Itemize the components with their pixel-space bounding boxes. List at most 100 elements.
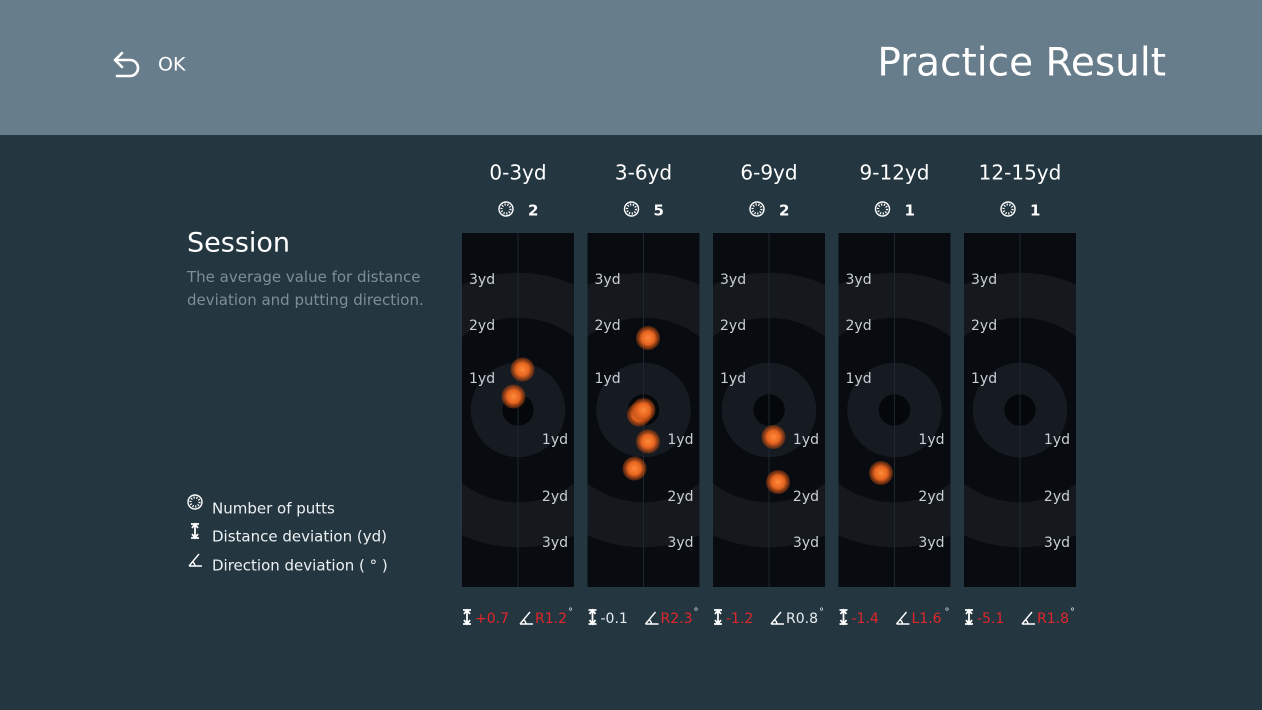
distance-deviation: -1.2 <box>726 611 753 627</box>
target-rings <box>713 233 825 587</box>
putt-icon <box>749 201 765 217</box>
degree-symbol: ° <box>568 607 573 618</box>
putt-count: 2 <box>528 202 538 220</box>
range-label: 9-12yd <box>860 161 930 185</box>
ring-label: 1yd <box>846 371 872 387</box>
direction-deviation: R1.8 <box>1037 611 1069 627</box>
putt-icon <box>187 494 203 510</box>
putt-column: 9-12yd 1 1yd 1yd 2yd 2yd 3yd 3yd -1.4 L1.6 ° <box>838 161 951 627</box>
direction-deviation: L1.6 <box>912 611 942 627</box>
degree-symbol: ° <box>1070 607 1075 618</box>
target-rings <box>964 233 1076 587</box>
distance-icon <box>714 608 722 626</box>
putt-icon <box>498 201 514 217</box>
ring-label: 2yd <box>971 318 997 334</box>
range-label: 0-3yd <box>489 161 546 185</box>
back-icon <box>113 51 140 78</box>
ring-label: 1yd <box>542 432 568 448</box>
distance-icon <box>588 608 597 626</box>
ring-label: 2yd <box>469 318 495 334</box>
target-rings <box>462 233 574 587</box>
putt-column: 0-3yd 2 1yd 1yd 2yd 2yd 3yd 3yd +0.7 R1.2 ° <box>462 161 574 627</box>
ring-label: 3yd <box>469 272 495 288</box>
ring-label: 3yd <box>793 535 819 551</box>
direction-icon <box>770 611 784 625</box>
ring-label: 3yd <box>971 272 997 288</box>
putt-column: 6-9yd 2 1yd 1yd 2yd 2yd 3yd 3yd -1.2 R0.8 ° <box>713 161 825 627</box>
direction-deviation: R0.8 <box>786 611 818 627</box>
putt-dot <box>510 357 535 382</box>
back-button[interactable]: OK <box>113 51 186 78</box>
ring-label: 2yd <box>793 489 819 505</box>
putt-dot <box>636 326 660 350</box>
range-label: 6-9yd <box>740 161 797 185</box>
distance-deviation: -1.4 <box>852 611 879 627</box>
degree-symbol: ° <box>694 607 699 618</box>
ring-label: 3yd <box>542 535 568 551</box>
direction-deviation: R2.3 <box>661 611 693 627</box>
legend-label: Number of putts <box>212 500 335 518</box>
ring-label: 2yd <box>846 318 872 334</box>
putt-count: 2 <box>779 202 789 220</box>
ring-label: 1yd <box>667 432 693 448</box>
putt-count: 1 <box>905 202 915 220</box>
page-title: Practice Result <box>877 41 1166 86</box>
ring-label: 2yd <box>918 489 944 505</box>
direction-icon <box>1021 611 1035 625</box>
legend-label: Direction deviation ( ° ) <box>212 557 388 575</box>
distance-icon <box>463 608 471 626</box>
degree-symbol: ° <box>945 607 950 618</box>
putt-icon <box>1000 201 1016 217</box>
ring-label: 1yd <box>720 371 746 387</box>
session-title: Session <box>187 228 290 259</box>
distance-icon <box>965 608 973 626</box>
putt-count: 1 <box>1030 202 1040 220</box>
direction-icon <box>644 611 659 625</box>
putt-icon-dots <box>189 496 201 508</box>
putt-dot <box>636 429 660 454</box>
putt-icon <box>874 201 891 217</box>
ring-label: 3yd <box>1044 535 1070 551</box>
direction-icon <box>895 611 910 625</box>
range-label: 3-6yd <box>615 161 672 185</box>
putt-icon-dots <box>751 203 763 215</box>
ring-label: 1yd <box>918 432 944 448</box>
putt-dot <box>631 398 656 422</box>
ring-label: 3yd <box>667 535 693 551</box>
ring-label: 3yd <box>720 272 746 288</box>
putt-icon-dots <box>500 203 512 215</box>
ring-label: 1yd <box>793 432 819 448</box>
ring-label: 3yd <box>918 535 944 551</box>
putt-icon-dots <box>625 203 638 215</box>
ring-label: 1yd <box>469 371 495 387</box>
putt-icon <box>623 201 640 217</box>
distance-deviation: +0.7 <box>475 611 509 627</box>
ring-label: 2yd <box>542 489 568 505</box>
ring-label: 2yd <box>1044 489 1070 505</box>
putt-dot <box>501 384 526 409</box>
putt-count: 5 <box>654 202 664 220</box>
ring-label: 1yd <box>971 371 997 387</box>
range-label: 12-15yd <box>979 161 1062 185</box>
direction-icon <box>519 611 533 625</box>
putt-icon-dots <box>1002 203 1014 215</box>
legend: Number of putts Distance deviation (yd) Di… <box>187 494 388 575</box>
ring-label: 2yd <box>720 318 746 334</box>
target-rings <box>838 233 951 587</box>
back-label[interactable]: OK <box>158 54 186 76</box>
ring-label: 1yd <box>595 371 621 387</box>
legend-label: Distance deviation (yd) <box>212 528 387 546</box>
putt-column: 12-15yd 1 1yd 1yd 2yd 2yd 3yd 3yd -5.1 R1.8 ° <box>964 161 1076 627</box>
session-description: The average value for distance deviation… <box>187 268 424 309</box>
putt-dot <box>869 461 893 485</box>
putt-column: 3-6yd 5 1yd 1yd 2yd 2yd 3yd 3yd -0.1 R2.3 ° <box>587 161 700 627</box>
distance-icon <box>191 522 199 540</box>
direction-deviation: R1.2 <box>535 611 567 627</box>
putt-dot <box>766 470 790 494</box>
distance-icon <box>839 608 848 626</box>
ring-label: 1yd <box>1044 432 1070 448</box>
putt-dot <box>761 425 786 449</box>
